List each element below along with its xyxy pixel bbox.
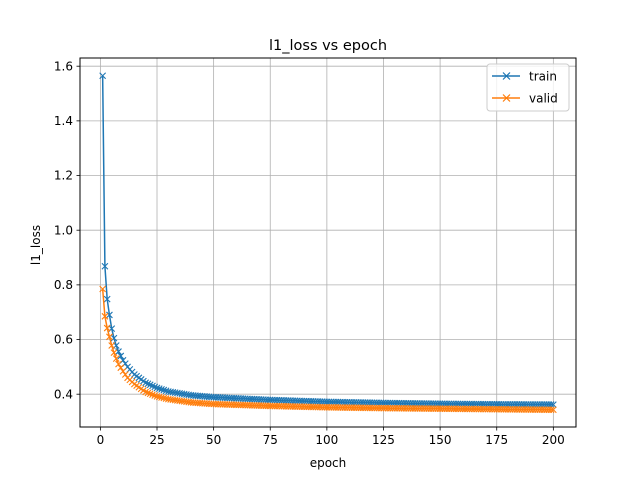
data-point-valid [115,360,122,368]
legend-item-train: train [492,69,557,83]
y-tick-label: 1.0 [54,223,73,237]
data-point-valid [110,349,118,357]
series-area [99,72,557,414]
data-point-valid [106,333,113,341]
data-point-train [101,262,109,270]
x-tick-label: 175 [485,433,508,447]
data-point-train [106,311,113,319]
data-point-valid [108,342,116,349]
data-point-valid [547,406,555,414]
data-point-valid [103,324,111,332]
legend-marker-valid [502,94,511,102]
x-tick-label: 200 [542,433,565,447]
y-tick-label: 0.6 [54,333,73,347]
data-point-valid [101,312,109,320]
y-tick-label: 0.8 [54,278,73,292]
x-tick-label: 150 [429,433,452,447]
x-tick-label: 0 [97,433,105,447]
data-point-train [155,385,163,393]
data-point-valid [144,389,152,397]
data-point-valid [117,364,125,372]
legend-label-valid: valid [529,91,558,105]
data-point-valid [99,285,107,293]
x-axis-label: epoch [310,456,347,470]
data-point-valid [121,371,129,378]
plot-frame [79,57,577,428]
data-point-train [103,295,111,303]
legend-label-train: train [529,69,557,83]
y-tick-label: 1.2 [54,169,73,183]
y-tick-label: 1.4 [54,114,73,128]
legend: train valid [486,63,570,112]
data-point-valid [549,406,557,414]
data-point-valid [151,392,159,399]
data-point-train [110,334,118,342]
x-tick-label: 25 [149,433,164,447]
axis-ticks: 0 25 50 75 100 125 150 175 200 0.4 0.6 0.8 1.0 1.2 1.4… [54,59,565,447]
series-valid [99,285,557,414]
y-tick-label: 1.6 [54,59,73,73]
chart-title: l1_loss vs epoch [269,38,387,54]
legend-marker-train [502,72,511,80]
data-point-train [99,72,107,80]
data-point-valid [146,390,154,398]
data-point-train [160,386,168,394]
data-point-train [117,352,125,360]
x-tick-label: 100 [315,433,338,447]
y-axis-label: l1_loss [29,225,43,265]
x-tick-label: 125 [372,433,395,447]
data-point-train [153,384,161,392]
data-point-valid [142,388,150,396]
data-point-valid [112,355,120,363]
grid [80,58,576,427]
data-point-valid [149,391,156,399]
x-tick-label: 50 [206,433,221,447]
x-tick-label: 75 [263,433,278,447]
data-point-train [158,385,165,393]
y-tick-label: 0.4 [54,387,73,401]
legend-item-valid: valid [492,91,558,105]
data-point-valid [119,367,127,375]
